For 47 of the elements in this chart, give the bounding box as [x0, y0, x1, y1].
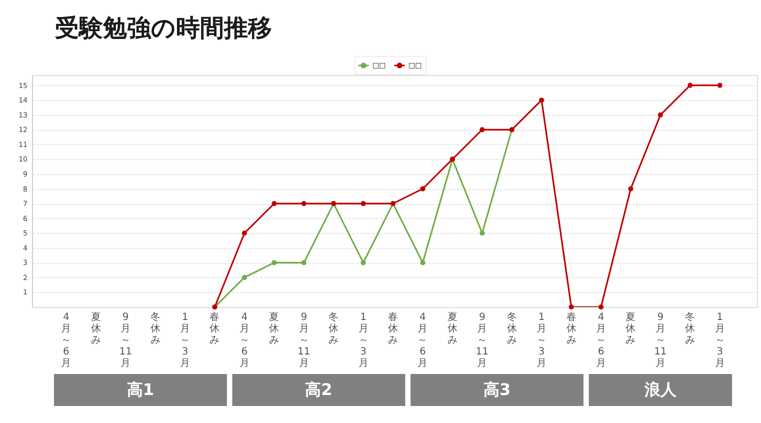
point	[628, 186, 634, 192]
point	[242, 274, 247, 280]
x-tick-label: 冬休み	[150, 311, 160, 346]
x-tick-label: 冬休み	[506, 311, 517, 346]
text: 高1	[126, 380, 154, 399]
point	[272, 260, 277, 266]
point	[688, 82, 693, 88]
x-tick-label: 4月～6月	[61, 312, 72, 369]
point	[272, 201, 277, 206]
point	[420, 260, 426, 266]
point	[717, 82, 722, 88]
x-tick-label: 9月～11月	[476, 312, 489, 369]
x-tick-label: 春休み	[566, 312, 576, 346]
x-tick-label: 9月～11月	[654, 312, 667, 369]
x-tick-label: 1月～3月	[358, 312, 368, 369]
x-tick-label: 1月～3月	[536, 312, 547, 369]
x-tick-label: 冬休み	[685, 311, 696, 346]
point	[301, 201, 306, 206]
point	[360, 201, 366, 206]
point	[242, 230, 247, 236]
x-tick-label: 夏休み	[90, 312, 101, 346]
x-tick-label: 9月～11月	[298, 312, 310, 369]
x-tick-label: 1月～3月	[180, 312, 190, 369]
x-tick-label: 1月～3月	[714, 312, 725, 369]
x-tick-label: 冬休み	[328, 311, 339, 346]
x-tick-label: 4月～6月	[596, 312, 606, 369]
x-tick-label: 4月～6月	[239, 312, 250, 369]
chart-title: 受験勉強の時間推移	[55, 14, 272, 42]
point	[480, 127, 485, 132]
text: 高3	[483, 380, 511, 399]
x-tick-label: 夏休み	[447, 312, 458, 346]
x-tick-label: 4月～6月	[418, 312, 428, 369]
x-tick-label: 夏休み	[269, 312, 280, 346]
x-tick-label: 春休み	[210, 312, 220, 346]
text: 浪人	[643, 380, 678, 399]
point	[480, 230, 485, 236]
text: 高2	[305, 380, 332, 399]
point	[568, 304, 574, 310]
x-tick-label: 春休み	[388, 312, 398, 346]
point	[360, 260, 366, 266]
point	[539, 98, 544, 103]
point	[301, 260, 306, 266]
point	[658, 112, 663, 118]
point	[598, 304, 604, 310]
point	[420, 186, 426, 192]
x-tick-label: 夏休み	[626, 312, 636, 346]
x-tick-label: 9月～11月	[119, 312, 132, 369]
